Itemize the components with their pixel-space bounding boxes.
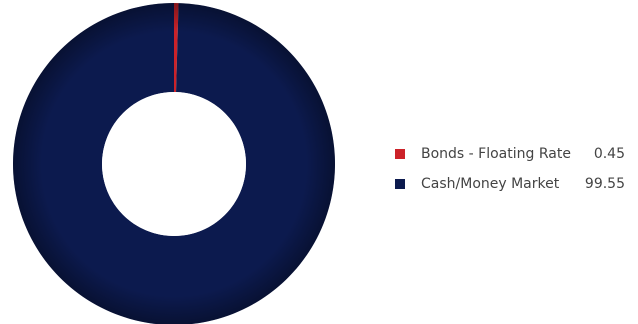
donut-hole — [102, 92, 246, 236]
donut-chart — [13, 3, 335, 324]
legend-item-bonds-floating-rate: Bonds - Floating Rate 0.45 — [395, 143, 631, 165]
legend-label-bonds-floating-rate: Bonds - Floating Rate — [421, 146, 571, 162]
legend-value-cash-money-market: 99.55 — [584, 176, 625, 192]
legend-swatch-bonds-floating-rate — [395, 149, 405, 159]
legend: Bonds - Floating Rate 0.45 Cash/Money Ma… — [395, 143, 631, 203]
legend-value-bonds-floating-rate: 0.45 — [593, 146, 625, 162]
legend-label-cash-money-market: Cash/Money Market — [421, 176, 560, 192]
legend-item-cash-money-market: Cash/Money Market 99.55 — [395, 173, 631, 195]
legend-swatch-cash-money-market — [395, 179, 405, 189]
